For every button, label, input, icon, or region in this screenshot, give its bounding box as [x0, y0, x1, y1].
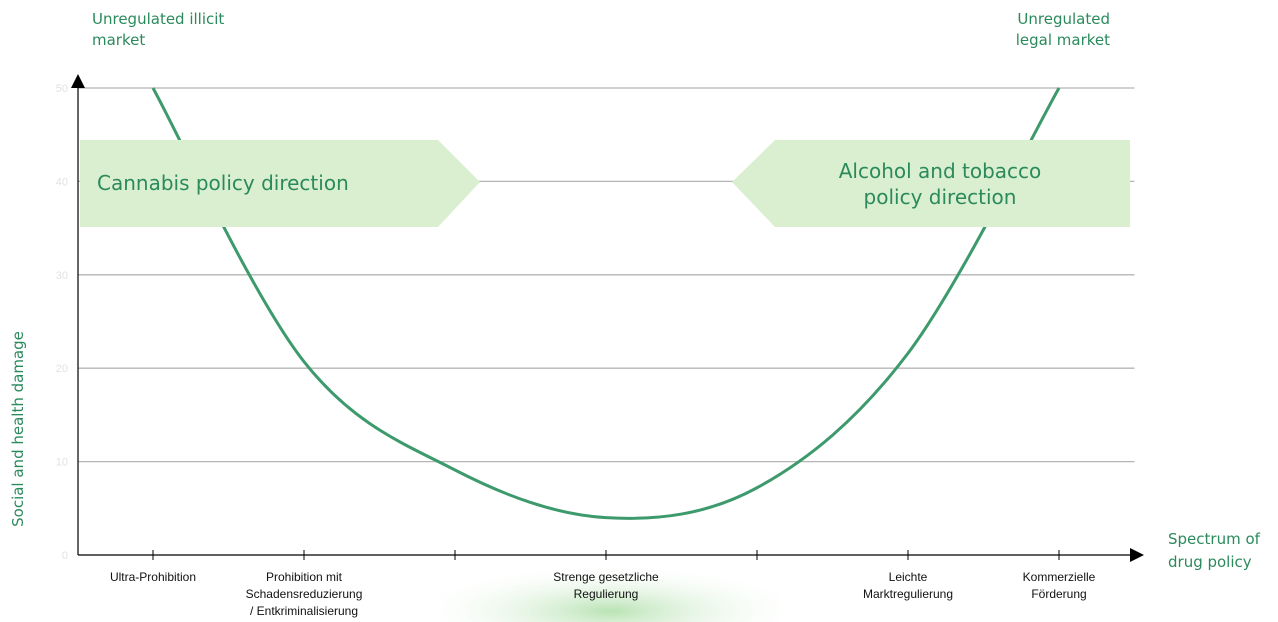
x-axis-arrow — [1130, 548, 1144, 562]
chart: 0 10 20 30 40 50 Unregulated illicit market U… — [0, 0, 1278, 622]
y-tick-label: 40 — [56, 176, 68, 188]
annotation: Alcohol and tobacco policy direction — [790, 158, 1090, 210]
x-axis-label: Spectrum of drug policy — [1168, 528, 1260, 574]
chart-canvas: 0 10 20 30 40 50 — [0, 0, 1278, 622]
y-tick-label: 30 — [56, 270, 68, 282]
annotation: Cannabis policy direction — [97, 171, 349, 195]
annotation: Unregulated illicit market — [92, 9, 224, 51]
y-axis-label: Social and health damage — [9, 299, 27, 559]
x-tick-label: Strenge gesetzliche Regulierung — [516, 569, 696, 603]
y-tick-label: 50 — [56, 83, 68, 95]
y-tick-label: 10 — [56, 457, 68, 469]
y-tick-label: 20 — [56, 363, 68, 375]
x-tick-label: Prohibition mit Schadensreduzierung / En… — [214, 569, 394, 620]
annotation: Unregulated legal market — [1016, 9, 1110, 51]
y-axis-arrow — [71, 74, 85, 88]
x-tick-label: Kommerzielle Förderung — [969, 569, 1149, 603]
y-tick-label: 0 — [62, 550, 68, 562]
